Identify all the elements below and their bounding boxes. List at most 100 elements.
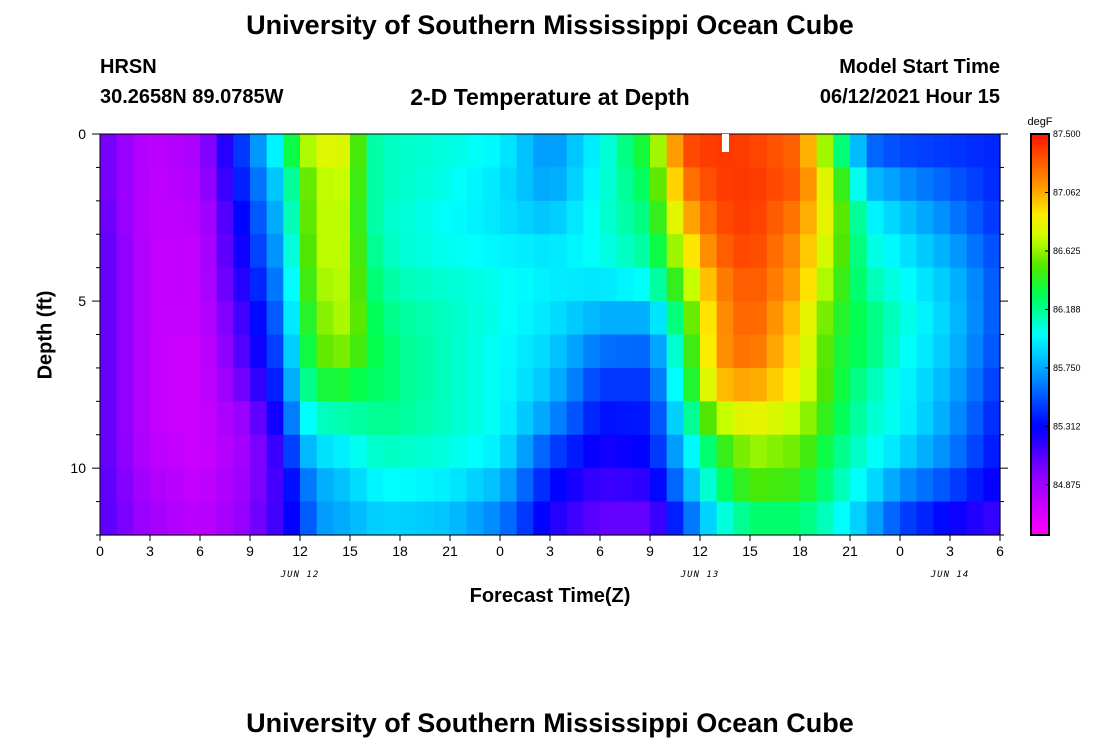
heatmap-cell: [750, 134, 768, 169]
heatmap-cell: [733, 234, 751, 269]
heatmap-cell: [450, 434, 468, 469]
heatmap-cell: [216, 367, 234, 402]
heatmap-cell: [866, 167, 884, 202]
heatmap-cell: [583, 134, 601, 169]
heatmap-cell: [233, 234, 251, 269]
heatmap-cell: [966, 434, 984, 469]
heatmap-cell: [633, 134, 651, 169]
heatmap-cell: [350, 267, 368, 302]
heatmap-cell: [116, 468, 134, 503]
heatmap-cell: [133, 434, 151, 469]
heatmap-cell: [433, 468, 451, 503]
heatmap-cell: [366, 367, 384, 402]
heatmap-cell: [333, 234, 351, 269]
heatmap-cell: [616, 401, 634, 436]
heatmap-cell: [316, 434, 334, 469]
heatmap-cell: [683, 267, 701, 302]
heatmap-cell: [333, 434, 351, 469]
heatmap-cell: [733, 468, 751, 503]
heatmap-cell: [900, 134, 918, 169]
heatmap-cell: [366, 401, 384, 436]
heatmap-cell: [100, 301, 118, 336]
heatmap-cell: [500, 468, 518, 503]
heatmap-cell: [150, 434, 168, 469]
heatmap-cell: [400, 200, 418, 235]
heatmap-cell: [150, 367, 168, 402]
heatmap-cell: [166, 501, 184, 536]
heatmap-cell: [716, 200, 734, 235]
heatmap-cell: [600, 167, 618, 202]
heatmap-cell: [600, 434, 618, 469]
heatmap-cell: [500, 234, 518, 269]
heatmap-cell: [983, 234, 1001, 269]
heatmap-cell: [150, 267, 168, 302]
date-label: JUN 13: [680, 570, 720, 580]
x-tick-label: 18: [392, 543, 408, 559]
heatmap-cell: [833, 334, 851, 369]
heatmap-cell: [166, 401, 184, 436]
heatmap-cell: [700, 401, 718, 436]
heatmap-cell: [483, 334, 501, 369]
heatmap-cell: [333, 334, 351, 369]
heatmap-cell: [266, 267, 284, 302]
heatmap-cell: [550, 234, 568, 269]
heatmap-cell: [166, 167, 184, 202]
heatmap-cell: [650, 167, 668, 202]
heatmap-cell: [750, 267, 768, 302]
heatmap-cell: [183, 367, 201, 402]
heatmap-cell: [533, 200, 551, 235]
heatmap-cell: [916, 167, 934, 202]
heatmap-cell: [200, 401, 218, 436]
heatmap-cell: [433, 134, 451, 169]
heatmap-cell: [800, 367, 818, 402]
heatmap-cell: [816, 434, 834, 469]
heatmap-cell: [400, 134, 418, 169]
heatmap-cell: [866, 134, 884, 169]
heatmap-cell: [116, 434, 134, 469]
heatmap-cell: [100, 267, 118, 302]
x-tick-label: 6: [196, 543, 204, 559]
heatmap-cell: [700, 234, 718, 269]
heatmap-cell: [766, 501, 784, 536]
heatmap-cell: [450, 267, 468, 302]
heatmap-cell: [750, 301, 768, 336]
heatmap-cell: [200, 334, 218, 369]
heatmap-cell: [766, 200, 784, 235]
heatmap-cell: [983, 167, 1001, 202]
heatmap-cell: [383, 301, 401, 336]
heatmap-cell: [783, 234, 801, 269]
heatmap-cell: [700, 434, 718, 469]
heatmap-cell: [233, 200, 251, 235]
heatmap-cell: [366, 267, 384, 302]
heatmap-cell: [533, 434, 551, 469]
heatmap-cell: [483, 301, 501, 336]
heatmap-cell: [850, 234, 868, 269]
heatmap-cell: [666, 267, 684, 302]
heatmap-cell: [366, 501, 384, 536]
heatmap-cell: [183, 200, 201, 235]
heatmap-cell: [700, 501, 718, 536]
heatmap-cell: [116, 134, 134, 169]
heatmap-cell: [366, 167, 384, 202]
heatmap-cell: [533, 301, 551, 336]
heatmap-cell: [883, 234, 901, 269]
heatmap-cell: [983, 134, 1001, 169]
heatmap-cell: [900, 267, 918, 302]
heatmap-cell: [283, 167, 301, 202]
heatmap-cell: [216, 401, 234, 436]
heatmap-cell: [133, 200, 151, 235]
x-tick-label: 0: [96, 543, 104, 559]
heatmap-cell: [950, 334, 968, 369]
heatmap-cell: [633, 234, 651, 269]
heatmap-cell: [766, 334, 784, 369]
heatmap-cell: [300, 134, 318, 169]
heatmap-cell: [850, 200, 868, 235]
heatmap-cell: [616, 134, 634, 169]
heatmap-cell: [250, 267, 268, 302]
heatmap-cell: [966, 200, 984, 235]
heatmap-cell: [133, 234, 151, 269]
heatmap-cell: [783, 200, 801, 235]
heatmap-cell: [233, 434, 251, 469]
heatmap-cell: [966, 501, 984, 536]
heatmap-cell: [666, 401, 684, 436]
